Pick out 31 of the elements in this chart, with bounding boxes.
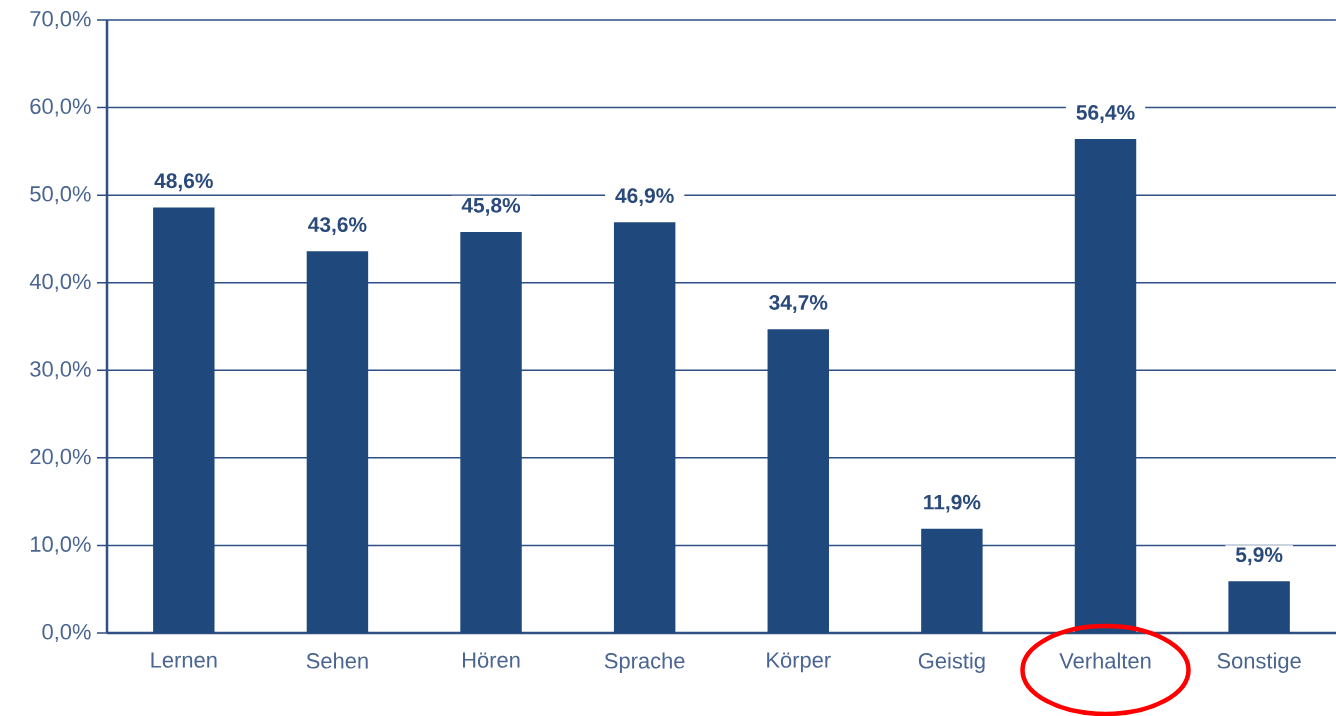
- bar: [153, 207, 215, 633]
- y-tick-label: 20,0%: [30, 448, 91, 467]
- y-tick-label: 0,0%: [42, 623, 91, 643]
- data-label: 5,9%: [1235, 547, 1283, 566]
- y-tick-label: 60,0%: [30, 98, 91, 117]
- bar: [921, 528, 983, 633]
- y-tick-label: 10,0%: [31, 536, 91, 555]
- data-label: 43,6%: [308, 217, 367, 235]
- y-tick-label: 40,0%: [29, 273, 91, 292]
- y-tick-label: 70,0%: [30, 10, 91, 30]
- data-label: 56,4%: [1076, 105, 1135, 123]
- y-tick-label: 50,0%: [30, 186, 91, 205]
- x-tick-label: Geistig: [918, 652, 985, 673]
- x-tick-label: Körper: [767, 652, 831, 673]
- data-label: 45,8%: [461, 197, 521, 216]
- x-tick-label: Hören: [462, 652, 520, 668]
- data-label: 48,6%: [154, 173, 213, 192]
- bar: [613, 222, 676, 633]
- data-label: 11,9%: [924, 494, 981, 513]
- bar: [460, 231, 522, 633]
- data-label: 46,9%: [615, 188, 674, 207]
- bar: [1228, 581, 1290, 633]
- x-tick-label: Sprache: [604, 652, 685, 673]
- bar: [767, 329, 829, 633]
- x-tick-label: Sehen: [306, 652, 368, 669]
- x-tick-label: Sonstige: [1217, 652, 1301, 673]
- data-label: 34,7%: [769, 295, 828, 313]
- x-tick-label: Lernen: [151, 652, 217, 668]
- bar: [306, 251, 369, 633]
- y-tick-label: 30,0%: [30, 361, 91, 380]
- x-tick-label: Verhalten: [1059, 652, 1151, 669]
